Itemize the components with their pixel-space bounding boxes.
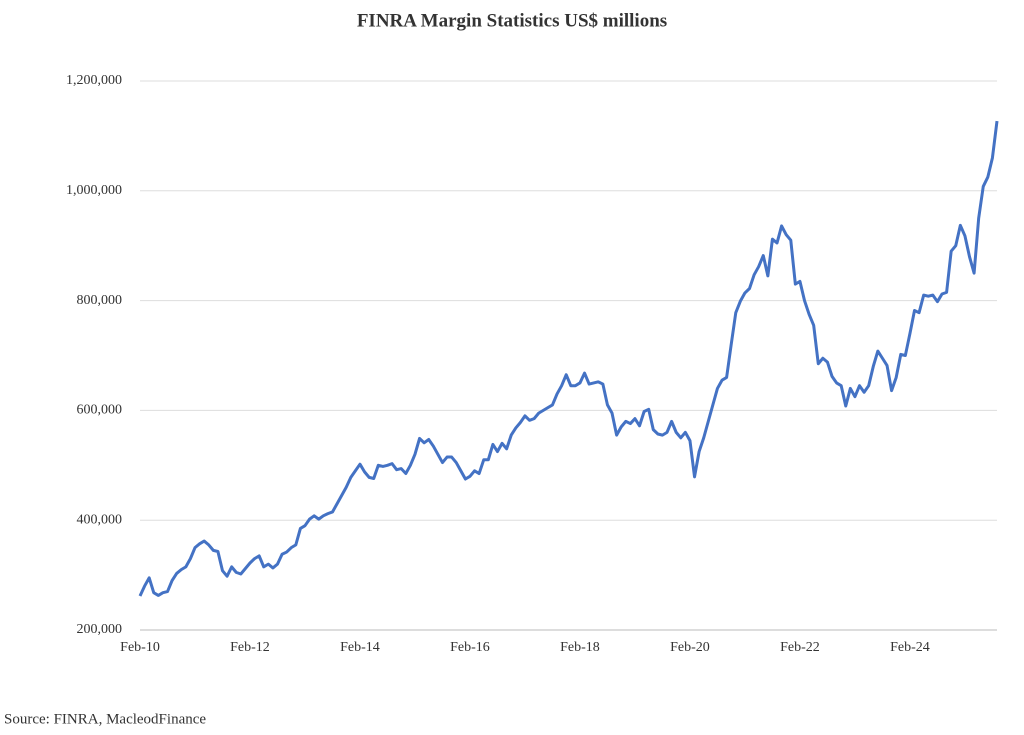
x-tick-label: Feb-16 [450, 640, 490, 655]
y-tick-label: 800,000 [77, 293, 123, 308]
chart-title: FINRA Margin Statistics US$ millions [357, 10, 667, 31]
x-tick-label: Feb-10 [120, 640, 160, 655]
y-tick-label: 600,000 [77, 403, 123, 418]
line-series [138, 120, 999, 597]
x-tick-label: Feb-24 [890, 640, 930, 655]
y-tick-label: 1,000,000 [66, 183, 122, 198]
x-tick-label: Feb-12 [230, 640, 270, 655]
x-tick-label: Feb-22 [780, 640, 820, 655]
y-tick-label: 1,200,000 [66, 73, 122, 88]
y-tick-label: 400,000 [77, 512, 123, 527]
source: Source: FINRA, MacleodFinance [4, 711, 206, 727]
x-tick-label: Feb-18 [560, 640, 600, 655]
y-tick-label: 200,000 [77, 622, 123, 637]
x-tick-label: Feb-14 [340, 640, 380, 655]
x-tick-label: Feb-20 [670, 640, 710, 655]
